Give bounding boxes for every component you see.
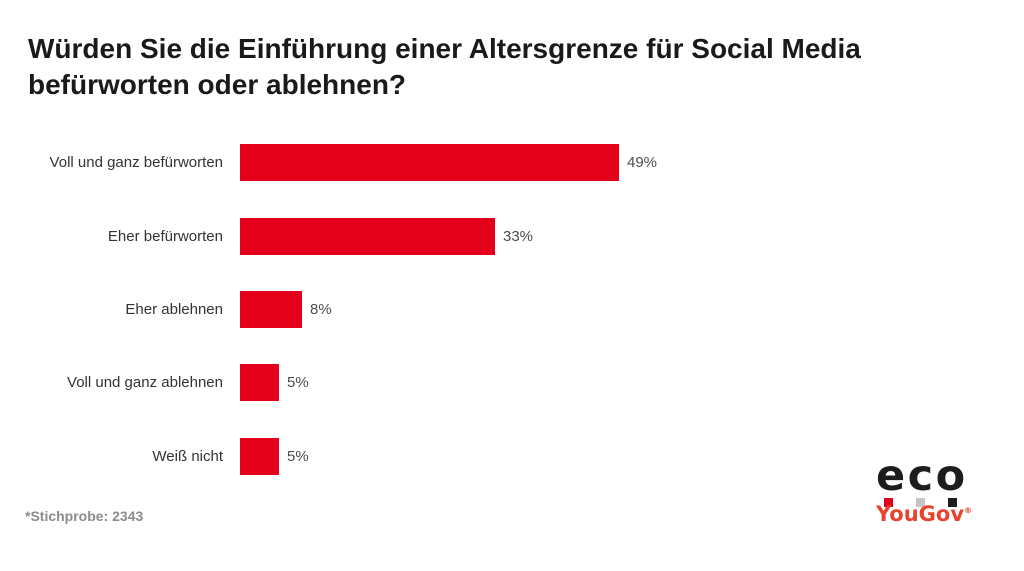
logo-square-gray-icon xyxy=(916,498,925,507)
bar xyxy=(240,364,279,402)
value-label: 5% xyxy=(287,374,309,392)
logo-square-red-icon xyxy=(884,498,893,507)
category-label: Eher ablehnen xyxy=(125,300,223,318)
bar xyxy=(240,437,279,475)
chart-row: Voll und ganz befürworten 49% xyxy=(0,126,1024,199)
logo-square-black-icon xyxy=(948,498,957,507)
sample-size-note: *Stichprobe: 2343 xyxy=(25,508,144,524)
eco-logo-text: eco xyxy=(876,451,968,501)
chart-row: Weiß nicht 5% xyxy=(0,420,1024,493)
category-label: Weiß nicht xyxy=(152,447,223,465)
chart-row: Eher befürworten 33% xyxy=(0,199,1024,272)
category-label: Voll und ganz befürworten xyxy=(49,154,223,172)
category-label: Eher befürworten xyxy=(107,227,223,245)
logo-squares xyxy=(884,498,957,507)
bar xyxy=(240,217,495,255)
eco-yougov-logo: eco YouGov® xyxy=(876,455,996,530)
bar xyxy=(240,144,619,182)
bar-chart: Voll und ganz befürworten 49% Eher befürwo… xyxy=(0,126,1024,493)
value-label: 8% xyxy=(310,300,332,318)
yougov-wordmark: YouGov xyxy=(876,502,965,526)
chart-title-line2: befürworten oder ablehnen? xyxy=(28,69,407,100)
chart-row: Eher ablehnen 8% xyxy=(0,273,1024,346)
yougov-logo-text: YouGov® xyxy=(876,504,972,525)
bar xyxy=(240,290,302,328)
chart-row: Voll und ganz ablehnen 5% xyxy=(0,346,1024,419)
chart-title-line1: Würden Sie die Einführung einer Altersgr… xyxy=(28,33,861,64)
value-label: 49% xyxy=(627,154,658,172)
registered-trademark-icon: ® xyxy=(964,506,973,515)
category-label: Voll und ganz ablehnen xyxy=(67,374,223,392)
value-label: 33% xyxy=(503,227,534,245)
chart-title: Würden Sie die Einführung einer Altersgr… xyxy=(28,31,861,103)
value-label: 5% xyxy=(287,447,309,465)
